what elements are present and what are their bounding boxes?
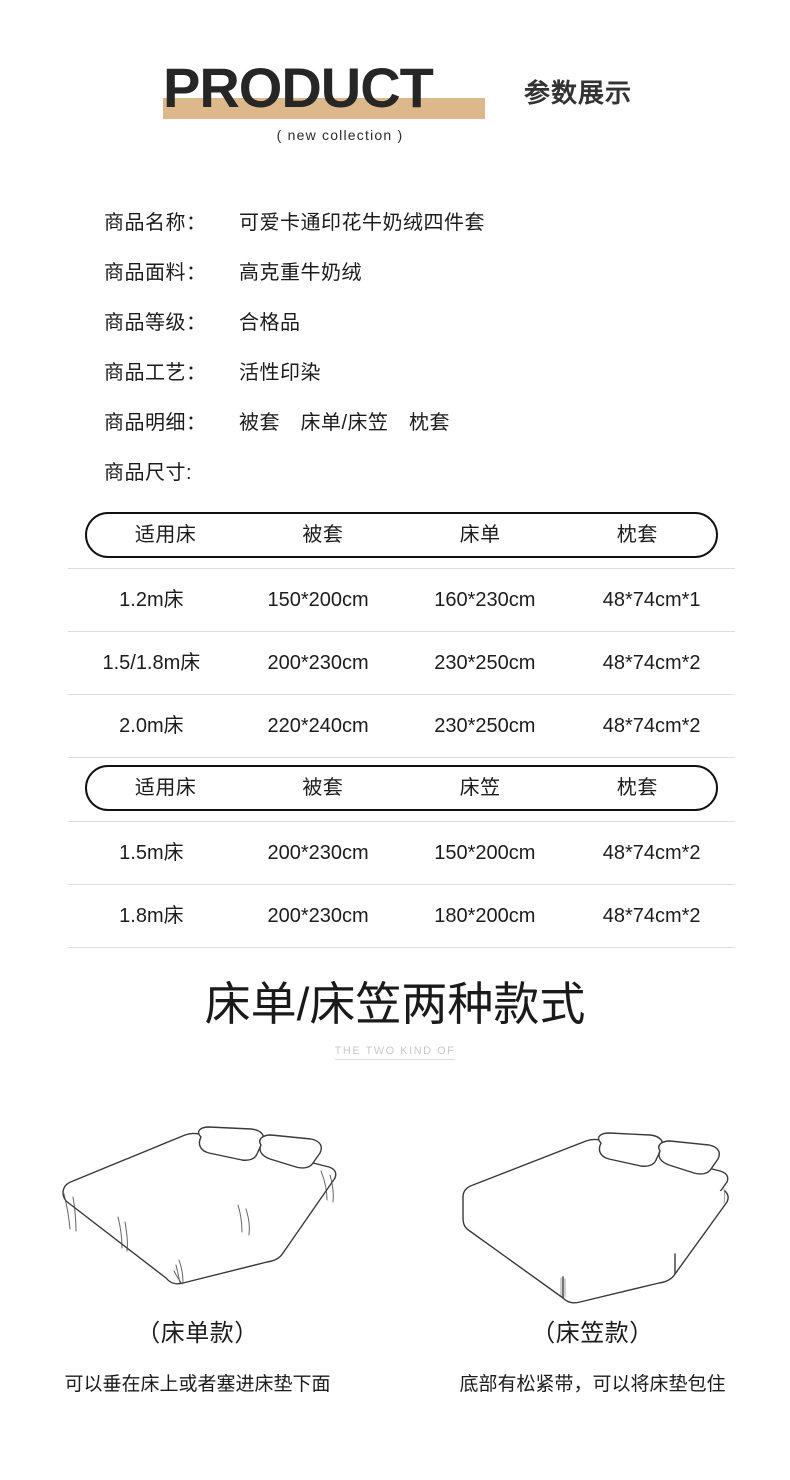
spec-label: 商品明细： [104, 412, 207, 434]
cell-duvet-size: 200*230cm [267, 842, 369, 864]
cell-pillowcase-size: 48*74cm*2 [602, 842, 701, 864]
spec-row: 商品名称： 可爱卡通印花牛奶绒四件套 [104, 198, 724, 248]
column-header-fitted-sheet: 床笠 [459, 777, 501, 799]
column-header-pillowcase: 枕套 [616, 777, 658, 799]
caption-fitted-sheet: （床笠款） 底部有松紧带，可以将床垫包住 [395, 1318, 790, 1398]
caption-description: 可以垂在床上或者塞进床垫下面 [64, 1374, 331, 1395]
specification-list: 商品名称： 可爱卡通印花牛奶绒四件套 商品面料： 高克重牛奶绒 商品等级： 合格… [104, 198, 724, 498]
caption-description: 底部有松紧带，可以将床垫包住 [459, 1374, 726, 1395]
cell-sheet-size: 230*250cm [434, 715, 536, 737]
title-highlight-bar [163, 98, 485, 119]
table-row: 1.8m床 200*230cm 180*200cm 48*74cm*2 [68, 885, 735, 948]
spec-value: 可爱卡通印花牛奶绒四件套 [239, 212, 485, 234]
page-subtitle: ( new collection ) [276, 127, 404, 143]
table-gap [68, 811, 735, 821]
product-title-group: PRODUCT [163, 56, 485, 119]
table-row: 2.0m床 220*240cm 230*250cm 48*74cm*2 [68, 695, 735, 758]
cell-duvet-size: 200*230cm [267, 652, 369, 674]
cell-sheet-size: 160*230cm [434, 589, 536, 611]
cell-duvet-size: 150*200cm [267, 589, 369, 611]
cell-duvet-size: 200*230cm [267, 905, 369, 927]
column-header-pillowcase: 枕套 [616, 524, 658, 546]
cell-fitted-sheet-size: 150*200cm [434, 842, 536, 864]
caption-title: （床单款） [136, 1320, 259, 1347]
spec-row: 商品等级： 合格品 [104, 298, 724, 348]
table-top-divider [68, 821, 735, 822]
size-table-flat-sheet: 适用床 被套 床单 枕套 1.2m床 150*200cm 160*230cm 4… [68, 512, 735, 758]
column-header-duvet: 被套 [302, 777, 344, 799]
section-subtitle-text: THE TWO KIND OF [334, 1045, 456, 1060]
cell-pillowcase-size: 48*74cm*2 [602, 905, 701, 927]
cell-pillowcase-size: 48*74cm*2 [602, 652, 701, 674]
cell-sheet-size: 230*250cm [434, 652, 536, 674]
styles-section-header: 床单/床笠两种款式 THE TWO KIND OF [0, 975, 790, 1060]
table-row: 1.2m床 150*200cm 160*230cm 48*74cm*1 [68, 569, 735, 632]
column-header-duvet: 被套 [302, 524, 344, 546]
spec-value: 合格品 [239, 312, 301, 334]
section-title: 床单/床笠两种款式 [204, 978, 586, 1030]
spec-row: 商品尺寸: [104, 448, 724, 498]
cell-bed-size: 1.5/1.8m床 [102, 652, 201, 674]
spec-label: 商品工艺： [104, 362, 207, 384]
spec-label: 商品尺寸: [104, 462, 193, 484]
column-header-sheet: 床单 [459, 524, 501, 546]
table-header-row: 适用床 被套 床笠 枕套 [85, 765, 718, 811]
column-header-bed: 适用床 [134, 524, 197, 546]
column-header-bed: 适用床 [134, 777, 197, 799]
table-row: 1.5/1.8m床 200*230cm 230*250cm 48*74cm*2 [68, 632, 735, 695]
spec-label: 商品名称： [104, 212, 207, 234]
page-title-cn: 参数展示 [524, 78, 633, 108]
spec-value: 被套 床单/床笠 枕套 [239, 412, 451, 434]
cell-pillowcase-size: 48*74cm*2 [602, 715, 701, 737]
table-top-divider [68, 568, 735, 569]
spec-label: 商品等级： [104, 312, 207, 334]
section-subtitle: THE TWO KIND OF [0, 1043, 790, 1060]
flat-sheet-bed-illustration [61, 1126, 336, 1285]
table-gap [68, 558, 735, 568]
spec-value: 高克重牛奶绒 [239, 262, 362, 284]
page-title: PRODUCT [163, 56, 434, 119]
illustration-group [0, 1105, 790, 1305]
fitted-sheet-bed-illustration [461, 1132, 729, 1304]
spec-row: 商品面料： 高克重牛奶绒 [104, 248, 724, 298]
cell-pillowcase-size: 48*74cm*1 [602, 589, 701, 611]
spec-row: 商品明细： 被套 床单/床笠 枕套 [104, 398, 724, 448]
caption-group: （床单款） 可以垂在床上或者塞进床垫下面 （床笠款） 底部有松紧带，可以将床垫包… [0, 1318, 790, 1398]
table-row: 1.5m床 200*230cm 150*200cm 48*74cm*2 [68, 822, 735, 885]
page-header: PRODUCT 参数展示 ( new collection ) [0, 0, 790, 175]
cell-bed-size: 1.5m床 [119, 842, 184, 864]
spec-value: 活性印染 [239, 362, 321, 384]
cell-bed-size: 1.2m床 [119, 589, 184, 611]
illustration-flat-sheet [0, 1105, 395, 1305]
size-table-fitted-sheet: 适用床 被套 床笠 枕套 1.5m床 200*230cm 150*200cm 4… [68, 765, 735, 948]
table-header-row: 适用床 被套 床单 枕套 [85, 512, 718, 558]
cell-fitted-sheet-size: 180*200cm [434, 905, 536, 927]
spec-label: 商品面料： [104, 262, 207, 284]
cell-duvet-size: 220*240cm [267, 715, 369, 737]
caption-title: （床笠款） [531, 1320, 654, 1347]
caption-flat-sheet: （床单款） 可以垂在床上或者塞进床垫下面 [0, 1318, 395, 1398]
illustration-fitted-sheet [395, 1105, 790, 1305]
spec-row: 商品工艺： 活性印染 [104, 348, 724, 398]
cell-bed-size: 2.0m床 [119, 715, 184, 737]
cell-bed-size: 1.8m床 [119, 905, 184, 927]
